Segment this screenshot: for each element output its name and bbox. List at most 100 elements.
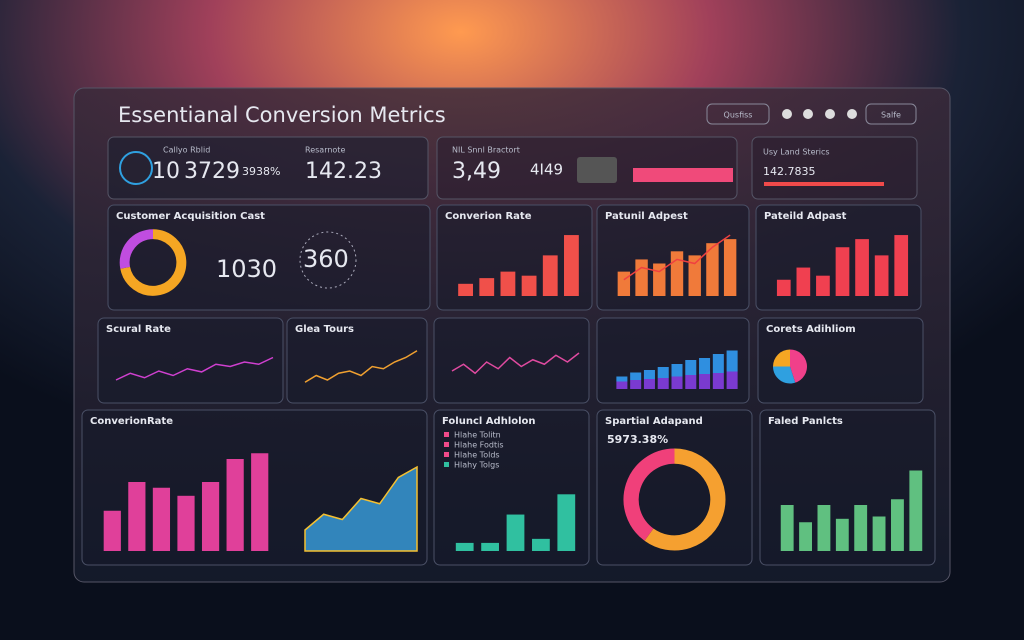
annotation: 360	[303, 245, 349, 273]
icon[interactable]	[825, 109, 835, 119]
bar	[855, 239, 869, 296]
donut-segment	[120, 229, 187, 296]
icon[interactable]	[803, 109, 813, 119]
bar	[455, 542, 474, 551]
chart-title: Foluncl Adhlolon	[442, 416, 536, 427]
bar-segment	[657, 378, 669, 389]
pie-slice	[790, 349, 808, 383]
legend-swatch	[444, 442, 449, 447]
kpi-bar	[577, 157, 617, 183]
bar-segment	[657, 367, 669, 378]
bar	[557, 494, 576, 551]
bar	[706, 243, 719, 296]
chart-title: Scural Rate	[106, 324, 171, 335]
kpi-card	[107, 136, 429, 200]
bar	[670, 251, 684, 296]
chart-panel	[286, 317, 428, 404]
bar-segment	[712, 354, 724, 373]
legend-label: Hlahy Tolgs	[454, 461, 499, 470]
bar	[909, 470, 923, 551]
chart-panel	[433, 317, 590, 404]
bar	[201, 482, 220, 551]
bar	[835, 247, 850, 296]
chart-title: ConverionRate	[90, 416, 173, 427]
bar	[835, 518, 849, 551]
bar	[799, 522, 812, 551]
bar-segment	[726, 350, 738, 372]
bar	[796, 267, 811, 296]
bar	[688, 255, 701, 296]
bar-segment	[685, 375, 697, 389]
donut-segment	[644, 448, 726, 551]
kpi-value: 142.7835	[763, 165, 816, 178]
bar	[479, 278, 495, 296]
donut-segment	[623, 448, 675, 541]
bar	[617, 271, 631, 296]
bar	[817, 505, 831, 551]
kpi-value: 142.23	[305, 159, 382, 184]
bar	[874, 255, 889, 296]
kpi-label: 4I49	[530, 161, 563, 179]
bar	[816, 275, 830, 296]
bar	[506, 514, 525, 551]
bar	[103, 510, 121, 551]
bar	[872, 516, 886, 551]
icon[interactable]	[847, 109, 857, 119]
annotation: 5973.38%	[607, 433, 668, 446]
bar	[481, 542, 499, 551]
chart-panel	[757, 317, 924, 404]
chart-title: Glea Tours	[295, 324, 354, 335]
bar-segment	[726, 371, 738, 389]
kpi-ring	[119, 151, 153, 185]
bar	[226, 459, 244, 551]
button-label[interactable]: Qusfiss	[724, 111, 753, 120]
bar	[251, 453, 269, 551]
button[interactable]	[706, 103, 770, 125]
line	[115, 356, 274, 381]
bar	[854, 505, 868, 551]
kpi-label: Usy Land Sterics	[763, 148, 830, 157]
bar	[564, 235, 579, 296]
chart-title: Converion Rate	[445, 211, 532, 222]
kpi-label: Callyo Rblid	[163, 146, 210, 155]
title: Essentianal Conversion Metrics	[118, 103, 446, 127]
bar	[780, 505, 794, 551]
legend-label: Hlahe Fodtis	[454, 441, 504, 450]
button-label[interactable]: Salfe	[881, 111, 901, 120]
chart-title: Pateild Adpast	[764, 211, 847, 222]
bar-segment	[643, 379, 655, 389]
legend-swatch	[444, 432, 449, 437]
bar	[894, 235, 909, 296]
gauge	[299, 231, 357, 289]
bar-segment	[699, 358, 711, 374]
bar	[458, 283, 473, 296]
legend-swatch	[444, 462, 449, 467]
bar	[521, 275, 537, 296]
area	[304, 465, 418, 552]
bar	[891, 499, 904, 551]
bar-segment	[712, 373, 724, 389]
legend-label: Hlahe Tolitn	[454, 431, 501, 440]
kpi-label: Resarnote	[305, 146, 345, 155]
bar	[500, 271, 516, 296]
pie-slice	[773, 349, 790, 367]
line	[623, 234, 731, 281]
icon[interactable]	[782, 109, 792, 119]
bar	[723, 239, 737, 296]
bar-segment	[643, 370, 655, 379]
bar	[152, 487, 171, 551]
kpi-bar	[764, 182, 884, 186]
bar	[776, 279, 791, 296]
donut-segment	[119, 229, 154, 269]
chart-panel	[433, 409, 590, 566]
annotation: 1030	[216, 255, 277, 283]
bar-segment	[630, 380, 642, 389]
line	[451, 352, 580, 375]
kpi-bar	[633, 168, 733, 182]
chart-panel	[107, 204, 431, 311]
button[interactable]	[865, 103, 917, 125]
chart-title: Spartial Adapand	[605, 416, 703, 427]
bar	[177, 495, 195, 551]
legend-swatch	[444, 452, 449, 457]
